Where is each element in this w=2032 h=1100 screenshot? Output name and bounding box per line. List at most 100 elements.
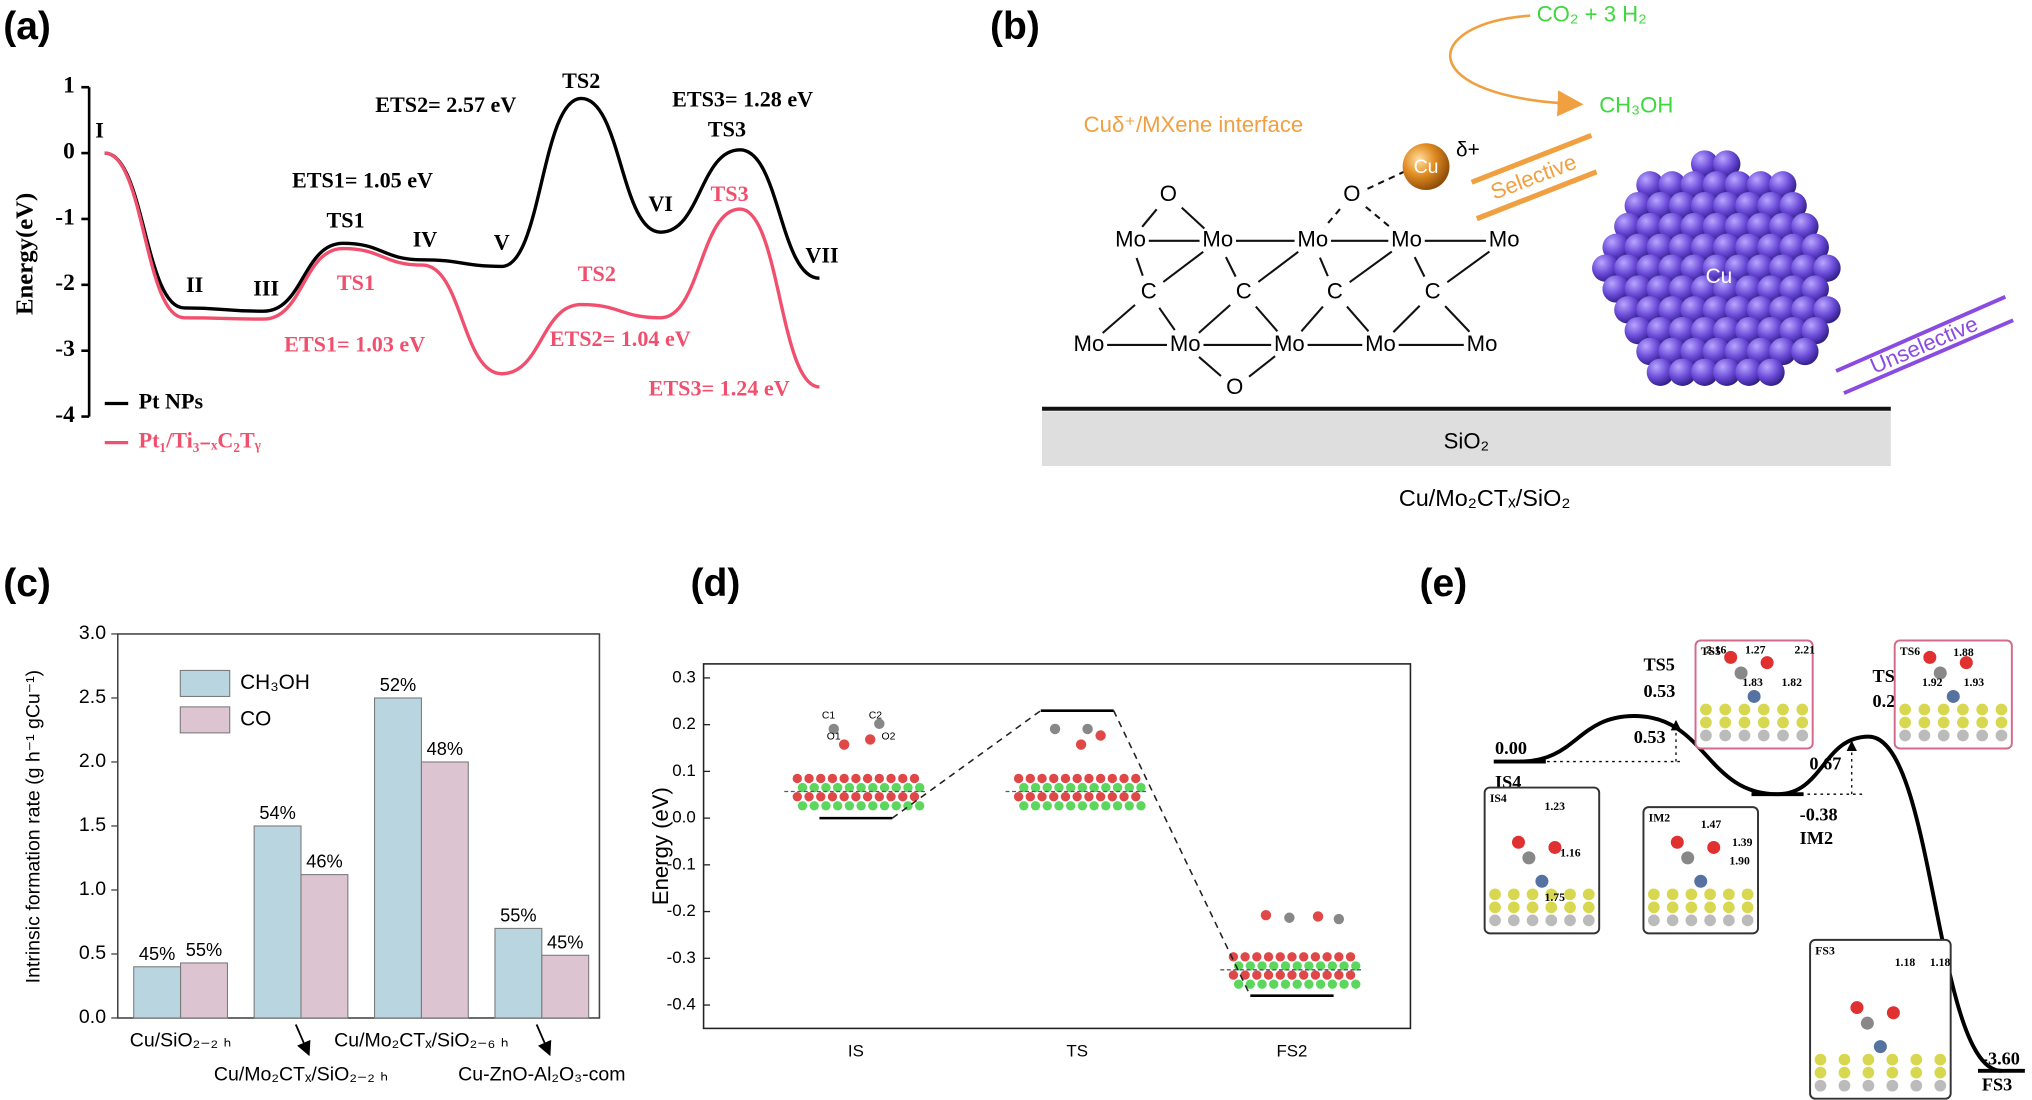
value-label: -0.38 [1800,805,1838,825]
selectivity-label: 45% [139,944,175,964]
panel-label: (a) [3,5,51,48]
atom-label: C [1425,279,1441,304]
y-tick-label: 1 [63,73,75,99]
inset-label: IM2 [1649,812,1671,825]
molecule-atom [1959,656,1973,670]
slab-atom [1582,888,1595,901]
slab-atom [1228,952,1239,962]
slab-atom [1957,703,1969,716]
slab-atom [1287,952,1297,962]
state-label: TS2 [562,68,600,93]
y-tick-label: 3.0 [79,622,106,644]
slab-atom [1054,801,1064,811]
bond [1444,305,1471,333]
metal-atom [1747,689,1761,703]
slab-atom [1292,979,1302,989]
slab-atom [1719,716,1732,729]
slab-atom [1013,773,1024,784]
slab-atom [1666,914,1679,927]
selectivity-label: 48% [427,739,463,759]
molecule-atom [1670,835,1684,849]
slab-atom [1304,979,1314,989]
selectivity-label: 45% [547,932,583,952]
slab-atom [909,773,920,784]
cluster-atom [1646,192,1675,220]
slab-atom [809,782,819,793]
slab-atom [1507,914,1520,927]
y-tick-label: -4 [55,402,75,428]
cluster-atom [1769,212,1797,241]
cluster-atom [1746,296,1775,324]
cluster-atom [1624,275,1652,303]
cluster-atom [1602,233,1630,262]
bond [1367,170,1405,190]
slab-atom [1334,970,1344,980]
slab-atom [891,782,901,793]
slab-atom [797,801,808,811]
molecule-atom [1734,666,1748,680]
slab-atom [832,801,843,811]
cluster-atom [1680,212,1708,241]
metal-atom [1946,689,1960,703]
slab-atom [1025,773,1036,784]
x-tick-label: TS [1066,1041,1088,1060]
atom-label: C1 [822,711,836,722]
cluster-atom [1779,192,1807,220]
slab-atom [898,773,908,784]
cluster-atom [1690,233,1719,262]
slab-atom [1275,970,1285,980]
state-label: V [494,229,510,254]
slab-atom [1648,888,1660,901]
reaction-in: CO₂ + 3 H₂ [1537,1,1647,26]
state-label: TS1 [337,270,375,295]
bar [180,962,228,1019]
slab-atom [1240,970,1250,980]
slab-atom [1095,773,1106,784]
bond [1300,305,1324,332]
slab-atom [1582,901,1595,914]
slab-atom [862,792,873,802]
cluster-atom [1636,212,1664,241]
selectivity-label: 46% [306,852,342,872]
slab-atom [1287,970,1297,980]
bond [1198,304,1231,334]
slab-atom [1899,729,1911,742]
slab-atom [1263,952,1274,962]
cluster-atom [1614,296,1642,324]
slab-atom [1119,773,1129,784]
inset-label: FS3 [1815,944,1835,957]
atom-label: Mo [1391,227,1422,252]
slab-atom [1886,1053,1899,1066]
charge-label: δ+ [1456,139,1480,162]
slab-atom [1280,979,1291,989]
slab-atom [1685,914,1698,927]
bond [1318,257,1329,277]
slab-atom [1957,729,1969,742]
cluster-atom [1769,171,1797,199]
slab-atom [1084,792,1094,802]
cluster-atom [1713,150,1741,178]
slab-atom [1777,716,1789,729]
inset-frame [1483,786,1601,935]
barrier-label: ETS3= 1.24 eV [649,376,790,401]
bond [1141,208,1158,228]
cluster-atom [1735,275,1763,303]
energy-curve [104,151,820,389]
slab-atom [1049,792,1059,802]
slab-atom [1275,952,1285,962]
slab-atom [1030,801,1041,811]
slab-atom [1351,961,1361,971]
cluster-atom [1713,275,1741,303]
cluster-atom [1702,212,1731,241]
x-tick-label: FS2 [1276,1041,1307,1060]
slab-atom [1054,782,1064,793]
slab-atom [1545,914,1558,927]
slab-atom [1685,901,1698,914]
slab-atom [1918,716,1931,729]
bond-label: 2.16 [1706,644,1727,657]
y-tick-label: 0.2 [672,714,696,733]
y-axis-label: Energy(eV) [11,193,38,315]
slab-atom [1037,773,1047,784]
slab-atom [1292,961,1302,971]
